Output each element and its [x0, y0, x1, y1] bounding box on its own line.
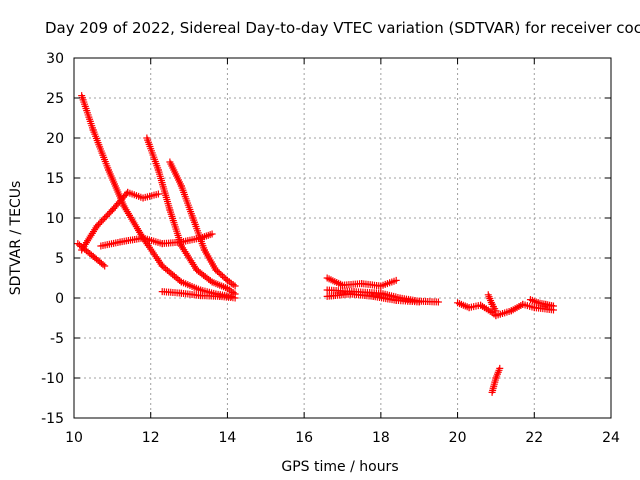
x-tick-labels: 10 12 14 16 18 20 22 24	[65, 430, 620, 446]
data-point	[206, 277, 214, 285]
y-tick-label: 15	[46, 171, 64, 187]
series-track-l	[484, 291, 500, 315]
data-point	[104, 211, 112, 219]
data-point	[492, 307, 500, 315]
y-tick-label: 25	[46, 91, 64, 107]
data-point	[220, 273, 228, 281]
data-point	[496, 364, 504, 372]
data-point	[98, 217, 106, 225]
axis-ticks	[73, 57, 612, 419]
x-tick-label: 20	[449, 430, 467, 446]
data-point	[101, 262, 109, 270]
y-tick-label: 30	[46, 51, 64, 67]
data-point	[392, 276, 400, 284]
x-tick-label: 12	[142, 430, 160, 446]
y-tick-label: 10	[46, 211, 64, 227]
x-tick-label: 10	[65, 430, 83, 446]
data-point	[208, 230, 216, 238]
x-axis-title: GPS time / hours	[281, 459, 398, 475]
y-tick-label: 0	[55, 291, 64, 307]
data-point	[96, 219, 104, 227]
x-tick-label: 24	[602, 430, 620, 446]
series-track-k	[454, 299, 557, 320]
data-point	[549, 302, 557, 310]
data-point	[217, 270, 225, 278]
data-point	[214, 267, 222, 275]
x-tick-label: 22	[525, 430, 543, 446]
data-point	[105, 209, 113, 217]
grid	[74, 58, 611, 418]
series-track-h	[323, 274, 400, 290]
x-tick-label: 18	[372, 430, 390, 446]
data-point	[231, 282, 239, 290]
data-point	[212, 266, 220, 274]
data-point	[222, 275, 230, 283]
y-tick-label: 20	[46, 131, 64, 147]
data-point	[99, 216, 107, 224]
y-tick-label: 5	[55, 251, 64, 267]
data-point	[154, 190, 162, 198]
plot-frame	[73, 57, 612, 419]
data-point	[93, 222, 101, 230]
x-tick-label: 14	[219, 430, 237, 446]
y-axis-title: SDTVAR / TECUs	[8, 181, 24, 296]
series-track-f	[97, 230, 216, 250]
series-track-g	[158, 288, 239, 302]
data-point	[231, 294, 239, 302]
data-point	[218, 272, 226, 280]
chart-title: Day 209 of 2022, Sidereal Day-to-day VTE…	[45, 19, 640, 37]
series-track-e	[78, 188, 162, 254]
data-point	[101, 214, 109, 222]
data-point	[215, 269, 223, 277]
series-track-n	[526, 296, 557, 310]
series-track-m	[488, 364, 504, 396]
data-points	[74, 92, 557, 396]
series-track-a	[78, 92, 235, 300]
data-point	[102, 212, 110, 220]
data-point	[434, 298, 442, 306]
data-point	[95, 220, 103, 228]
series-track-j	[323, 286, 442, 306]
x-tick-label: 16	[295, 430, 313, 446]
y-tick-labels: -15 -10 -5 0 5 10 15 20 25 30	[41, 51, 64, 427]
y-tick-label: -10	[41, 371, 64, 387]
y-tick-label: -5	[50, 331, 64, 347]
data-point	[99, 261, 107, 269]
y-tick-label: -15	[41, 411, 64, 427]
